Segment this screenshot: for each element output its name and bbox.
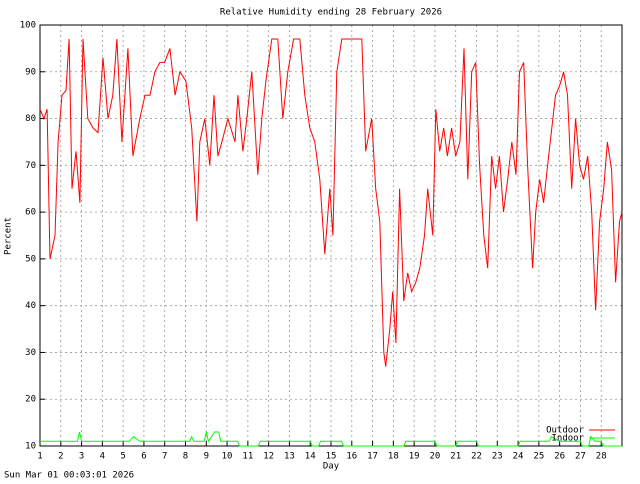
x-tick-label: 2 — [58, 452, 63, 462]
x-tick-label: 11 — [242, 452, 253, 462]
x-tick-label: 10 — [222, 452, 233, 462]
y-tick-label: 30 — [25, 348, 36, 358]
plot-frame — [39, 24, 623, 447]
x-tick-label: 1 — [37, 452, 42, 462]
x-tick-label: 25 — [533, 452, 544, 462]
x-tick-label: 3 — [79, 452, 84, 462]
data-line — [40, 431, 622, 447]
x-tick-label: 22 — [471, 452, 482, 462]
y-tick-label: 50 — [25, 254, 36, 264]
y-tick-label: 100 — [20, 21, 36, 31]
x-tick-label: 19 — [409, 452, 420, 462]
x-tick-label: 23 — [492, 452, 503, 462]
y-tick-label: 10 — [25, 442, 36, 452]
x-tick-label: 27 — [575, 452, 586, 462]
y-tick-label: 20 — [25, 395, 36, 405]
legend-label: Indoor — [551, 434, 584, 444]
x-tick-label: 4 — [100, 452, 105, 462]
x-tick-label: 24 — [513, 452, 524, 462]
y-axis-label: Percent — [4, 217, 14, 255]
timestamp: Sun Mar 01 00:03:01 2026 — [4, 471, 134, 481]
x-tick-label: 5 — [120, 452, 125, 462]
x-tick-label: 17 — [367, 452, 378, 462]
x-tick-label: 13 — [284, 452, 295, 462]
x-tick-label: 16 — [346, 452, 357, 462]
x-tick-label: 21 — [450, 452, 461, 462]
chart-title: Relative Humidity ending 28 February 202… — [220, 8, 442, 18]
x-axis-label: Day — [323, 462, 340, 472]
x-tick-label: 9 — [204, 452, 209, 462]
x-tick-label: 8 — [183, 452, 188, 462]
x-tick-label: 12 — [263, 452, 274, 462]
y-tick-label: 60 — [25, 208, 36, 218]
y-tick-label: 40 — [25, 301, 36, 311]
y-tick-label: 80 — [25, 114, 36, 124]
y-tick-label: 90 — [25, 67, 36, 77]
legend-label: Outdoor — [546, 426, 585, 436]
x-tick-label: 26 — [554, 452, 565, 462]
y-tick-label: 70 — [25, 161, 36, 171]
x-tick-label: 7 — [162, 452, 167, 462]
x-tick-label: 18 — [388, 452, 399, 462]
x-tick-label: 28 — [596, 452, 607, 462]
x-tick-label: 20 — [430, 452, 441, 462]
x-tick-label: 14 — [305, 452, 316, 462]
x-tick-label: 6 — [141, 452, 146, 462]
data-line — [39, 38, 623, 367]
x-tick-label: 15 — [326, 452, 337, 462]
